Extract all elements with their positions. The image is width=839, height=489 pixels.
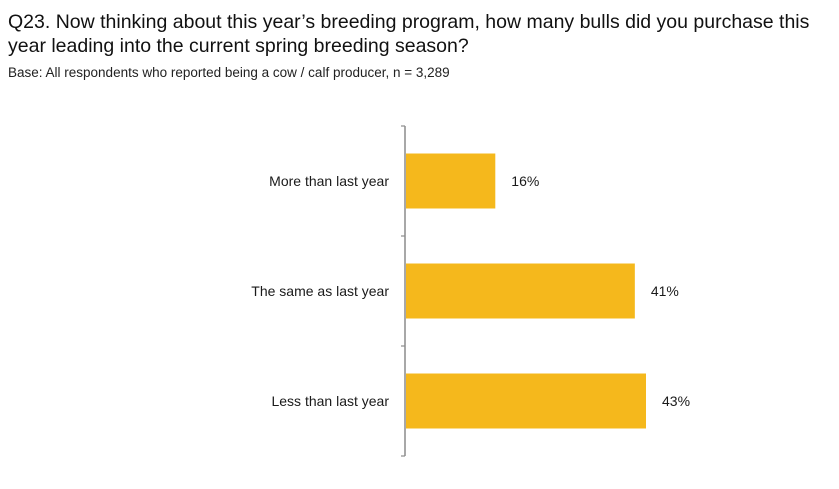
data-label: 16%: [511, 173, 539, 189]
category-label: Less than last year: [271, 393, 389, 409]
data-label: 41%: [651, 283, 679, 299]
bar-2: [406, 373, 646, 429]
bars: [406, 153, 646, 429]
bar-1: [406, 263, 635, 319]
question-title: Q23. Now thinking about this year’s bree…: [8, 11, 810, 57]
category-axis: [401, 125, 406, 457]
category-label: The same as last year: [251, 283, 389, 299]
bar-0: [406, 153, 496, 209]
data-label: 43%: [662, 393, 690, 409]
category-label: More than last year: [269, 173, 389, 189]
labels: More than last year 16% The same as last y…: [251, 173, 690, 409]
base-note: Base: All respondents who reported being…: [8, 65, 450, 80]
